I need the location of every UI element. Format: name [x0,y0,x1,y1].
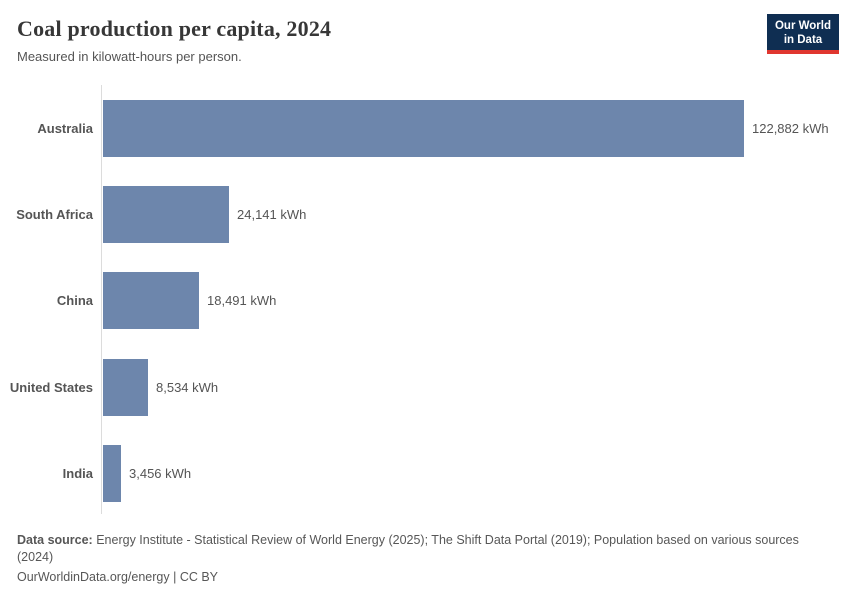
chart-title: Coal production per capita, 2024 [17,16,332,41]
bar-area: 8,534 kWh [101,344,850,430]
owid-logo-line2: in Data [783,34,823,46]
bar-area: 3,456 kWh [101,431,850,517]
license-text: | CC BY [169,570,219,584]
bar-australia[interactable] [103,99,744,157]
value-label: 3,456 kWh [129,466,192,482]
chart-row: China 18,491 kWh [0,258,850,344]
bar-chart: Australia 122,882 kWh South Africa 24,141 k… [0,85,850,517]
chart-row: United States 8,534 kWh [0,344,850,430]
chart-row: South Africa 24,141 kWh [0,171,850,257]
entity-label-australia: Australia [37,120,93,136]
data-source-text: Energy Institute - Statistical Review of… [17,533,799,564]
chart-header: Coal production per capita, 2024 Measure… [0,0,850,64]
bar-india[interactable] [103,445,121,503]
chart-row: Australia 122,882 kWh [0,85,850,171]
entity-label-united-states: United States [9,379,93,395]
license-line: OurWorldinData.org/energy | CC BY [17,569,833,586]
value-label: 122,882 kWh [752,120,829,136]
chart-subtitle: Measured in kilowatt-hours per person. [17,49,242,64]
data-source-label: Data source: [17,533,93,547]
owid-logo[interactable]: Our World in Data [767,14,839,54]
y-axis-line [101,85,102,514]
owid-logo-line1: Our World [774,20,831,32]
bar-area: 24,141 kWh [101,171,850,257]
entity-label-india: India [62,466,93,482]
bar-south-africa[interactable] [103,186,229,244]
value-label: 8,534 kWh [156,379,219,395]
chart-row: India 3,456 kWh [0,431,850,517]
data-source-line: Data source: Energy Institute - Statisti… [17,532,833,566]
bar-area: 122,882 kWh [101,85,850,171]
bar-china[interactable] [103,272,199,330]
value-label: 24,141 kWh [237,207,307,223]
bar-united-states[interactable] [103,358,148,416]
bar-area: 18,491 kWh [101,258,850,344]
chart-footer: Data source: Energy Institute - Statisti… [17,532,833,586]
entity-label-china: China [56,293,93,309]
owid-energy-link[interactable]: OurWorldinData.org/energy [17,570,170,584]
entity-label-south-africa: South Africa [16,207,93,223]
value-label: 18,491 kWh [207,293,277,309]
